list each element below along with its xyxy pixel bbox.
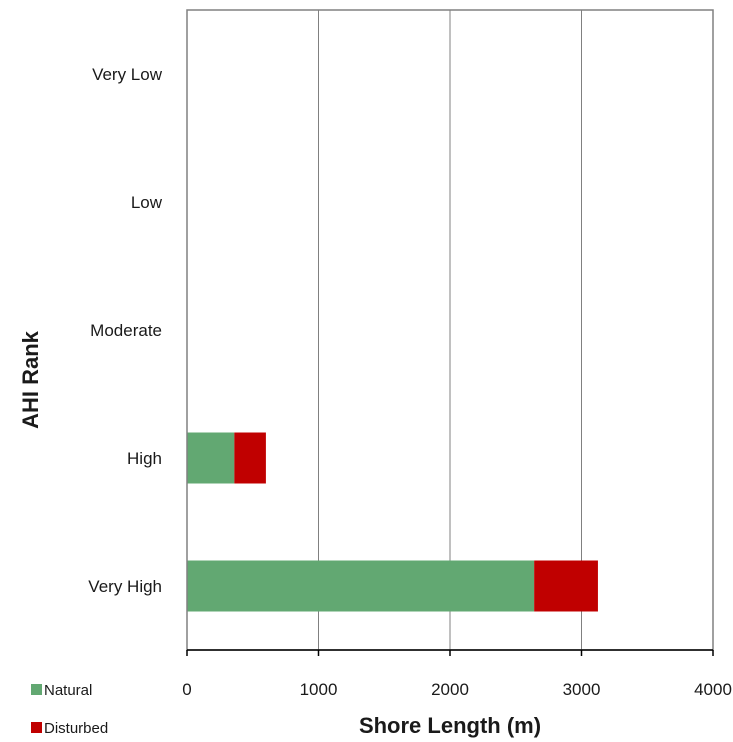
- legend: Natural Disturbed: [31, 682, 108, 737]
- x-axis-title: Shore Length (m): [359, 713, 541, 738]
- gridlines: [318, 10, 582, 650]
- bars: [187, 432, 598, 612]
- y-tick-label: Low: [131, 193, 163, 212]
- x-tick-label: 2000: [431, 680, 469, 699]
- legend-label-disturbed: Disturbed: [44, 720, 108, 737]
- bar-disturbed-high: [234, 432, 266, 484]
- x-tick-label: 3000: [563, 680, 601, 699]
- legend-label-natural: Natural: [44, 682, 92, 699]
- x-tick-label: 4000: [694, 680, 732, 699]
- bar-natural-high: [187, 432, 235, 484]
- y-tick-label: Moderate: [90, 321, 162, 340]
- y-tick-label: Very Low: [92, 65, 163, 84]
- y-tick-label: High: [127, 449, 162, 468]
- y-tick-labels: Very Low Low Moderate High Very High: [88, 65, 162, 596]
- bar-natural-very-high: [187, 560, 535, 612]
- legend-swatch-disturbed: [31, 722, 42, 733]
- x-tick-label: 0: [182, 680, 191, 699]
- legend-swatch-natural: [31, 684, 42, 695]
- x-ticks: 0 1000 2000 3000 4000: [182, 650, 732, 699]
- bar-disturbed-very-high: [534, 560, 598, 612]
- x-tick-label: 1000: [300, 680, 338, 699]
- y-tick-label: Very High: [88, 577, 162, 596]
- y-axis-title: AHI Rank: [18, 330, 43, 429]
